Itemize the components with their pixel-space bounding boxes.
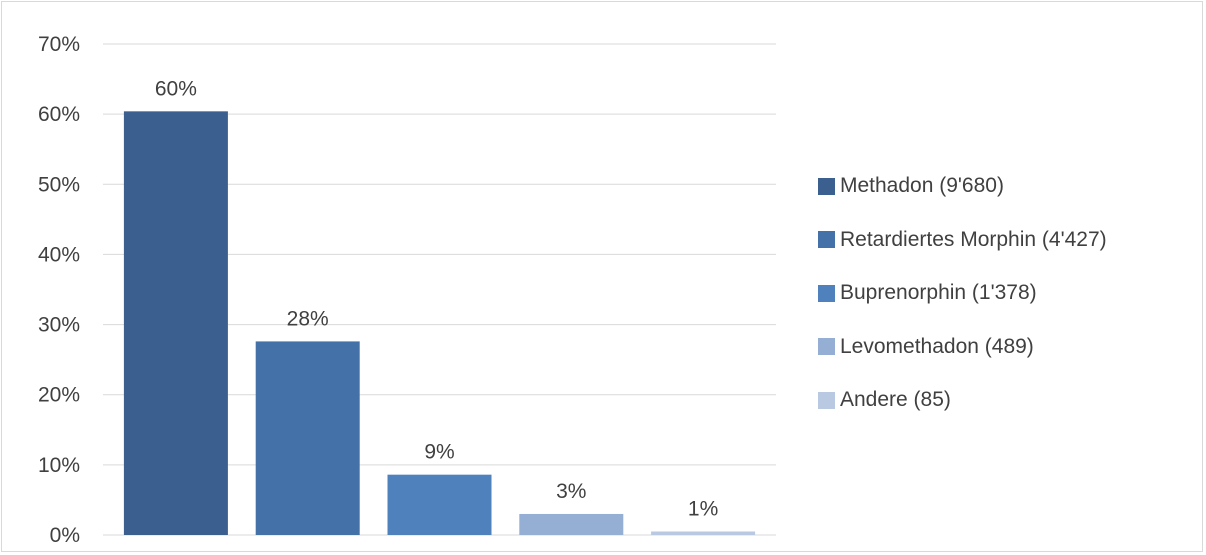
- y-tick-label: 40%: [38, 243, 80, 266]
- data-label: 3%: [556, 480, 586, 503]
- y-tick-label: 20%: [38, 384, 80, 407]
- data-label: 60%: [155, 77, 197, 100]
- y-axis-ticks: 0% 10% 20% 30% 40% 50% 60% 70%: [38, 33, 80, 547]
- y-tick-label: 70%: [38, 33, 80, 56]
- bar: [255, 341, 360, 535]
- legend-item: Buprenorphin (1'378): [818, 275, 1107, 311]
- legend-swatch: [818, 177, 835, 195]
- legend-swatch: [818, 284, 835, 302]
- legend-label: Andere (85): [840, 388, 951, 411]
- y-tick-label: 60%: [38, 103, 80, 126]
- legend-swatch: [818, 391, 835, 409]
- y-tick-label: 30%: [38, 314, 80, 337]
- y-tick-label: 50%: [38, 173, 80, 196]
- data-label: 9%: [424, 441, 454, 464]
- bar: [651, 531, 756, 535]
- data-labels: 60% 28% 9% 3% 1%: [155, 77, 718, 520]
- y-tick-label: 10%: [38, 454, 80, 477]
- data-label: 28%: [287, 307, 329, 330]
- legend-item: Retardiertes Morphin (4'427): [818, 222, 1107, 258]
- y-tick-label: 0%: [50, 524, 80, 547]
- legend: Methadon (9'680) Retardiertes Morphin (4'…: [818, 168, 1107, 436]
- legend-item: Methadon (9'680): [818, 168, 1107, 204]
- legend-swatch: [818, 231, 835, 248]
- bars: [123, 111, 756, 535]
- bar: [387, 474, 492, 535]
- legend-item: Levomethadon (489): [818, 329, 1107, 365]
- legend-label: Levomethadon (489): [840, 334, 1034, 358]
- bar: [123, 111, 228, 535]
- legend-item: Andere (85): [818, 382, 1107, 418]
- legend-label: Buprenorphin (1'378): [840, 281, 1037, 304]
- data-label: 1%: [688, 497, 718, 520]
- legend-label: Methadon (9'680): [840, 174, 1004, 197]
- legend-swatch: [818, 338, 835, 355]
- legend-label: Retardiertes Morphin (4'427): [840, 227, 1107, 251]
- bar: [519, 513, 624, 535]
